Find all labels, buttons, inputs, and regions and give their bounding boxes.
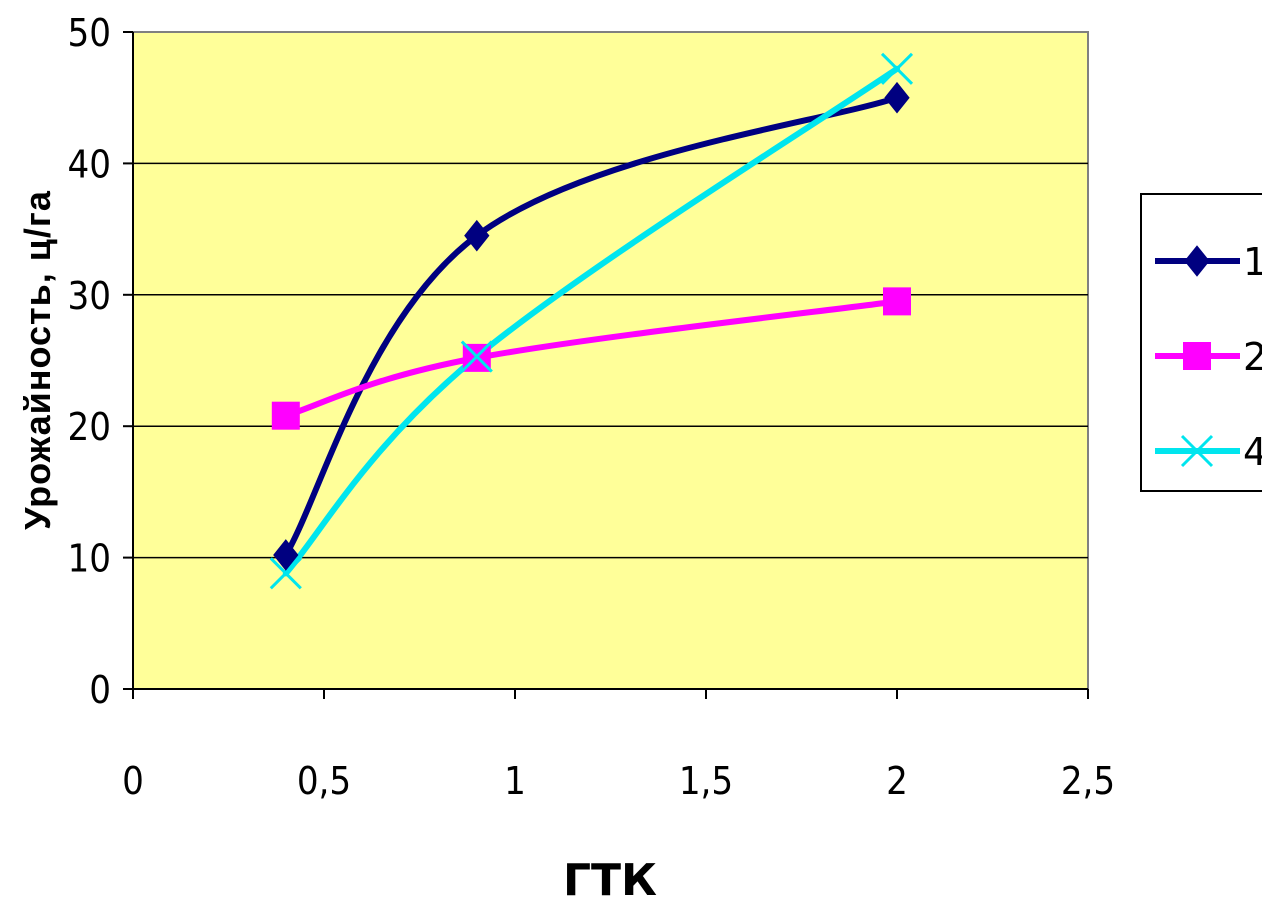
legend-label-4: 4 — [1243, 430, 1262, 474]
legend: 1 2 4 — [1140, 193, 1262, 492]
series-4-point-2 — [880, 52, 914, 85]
x-tick-label: 0 — [122, 759, 144, 803]
y-axis-ticks: 0 10 20 30 40 50 — [68, 11, 133, 712]
series-2-point-2 — [883, 287, 911, 316]
legend-marker-4-stroke-b — [1180, 434, 1214, 468]
series-line-2 — [282, 298, 900, 419]
x-tick-label: 0,5 — [297, 759, 351, 803]
series-4-point-1 — [460, 340, 493, 373]
legend-marker-2 — [1183, 342, 1211, 370]
series-markers — [269, 52, 914, 590]
plot-area — [132, 31, 1089, 690]
x-axis-title: ГТК — [563, 855, 657, 906]
series-2-point-0 — [271, 401, 300, 430]
series-1-point-0 — [273, 539, 299, 571]
legend-marker-4 — [1180, 434, 1214, 468]
series-1-point-2 — [884, 81, 910, 114]
y-tick-label: 30 — [68, 274, 112, 318]
legend-item-4: 4 — [1155, 430, 1262, 474]
legend-marker-1 — [1184, 245, 1210, 277]
x-tick-label: 2 — [886, 759, 908, 803]
series-line-4 — [282, 65, 900, 577]
series-4-point-1-stroke-b — [460, 340, 493, 373]
y-tick-label: 0 — [89, 668, 111, 712]
y-axis-title: Урожайность, ц/га — [17, 190, 58, 530]
legend-item-1: 1 — [1155, 240, 1262, 284]
y-tick-label: 50 — [68, 11, 112, 55]
x-axis-ticks: 0 0,5 1 1,5 2 2,5 — [122, 689, 1115, 803]
legend-item-2: 2 — [1155, 335, 1262, 379]
y-tick-label: 20 — [68, 405, 112, 449]
series-4-point-0-stroke-b — [269, 557, 302, 590]
x-tick-label: 1,5 — [679, 759, 733, 803]
legend-label-2: 2 — [1243, 335, 1262, 379]
series-4-point-2-stroke-b — [880, 52, 914, 85]
x-tick-label: 2,5 — [1061, 759, 1115, 803]
series-1-point-1 — [464, 219, 490, 252]
series-4-point-0 — [269, 557, 302, 590]
x-tick-label: 1 — [504, 759, 526, 803]
y-tick-label: 10 — [68, 537, 112, 581]
y-tick-label: 40 — [68, 142, 112, 186]
legend-label-1: 1 — [1243, 240, 1262, 284]
